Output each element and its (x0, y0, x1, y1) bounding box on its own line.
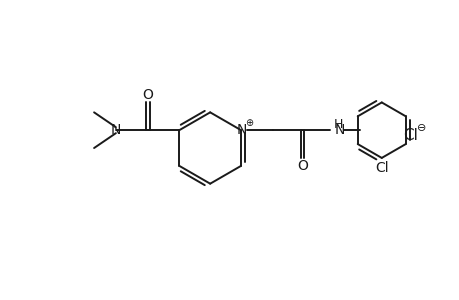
Text: O: O (142, 88, 153, 101)
Text: ⊕: ⊕ (244, 118, 252, 128)
Text: H: H (333, 118, 342, 131)
Text: N: N (236, 123, 247, 137)
Text: O: O (297, 159, 307, 173)
Text: ⊖: ⊖ (415, 123, 425, 133)
Text: Cl: Cl (402, 128, 417, 142)
Text: N: N (111, 123, 121, 137)
Text: Cl: Cl (374, 161, 388, 175)
Text: N: N (334, 123, 344, 137)
